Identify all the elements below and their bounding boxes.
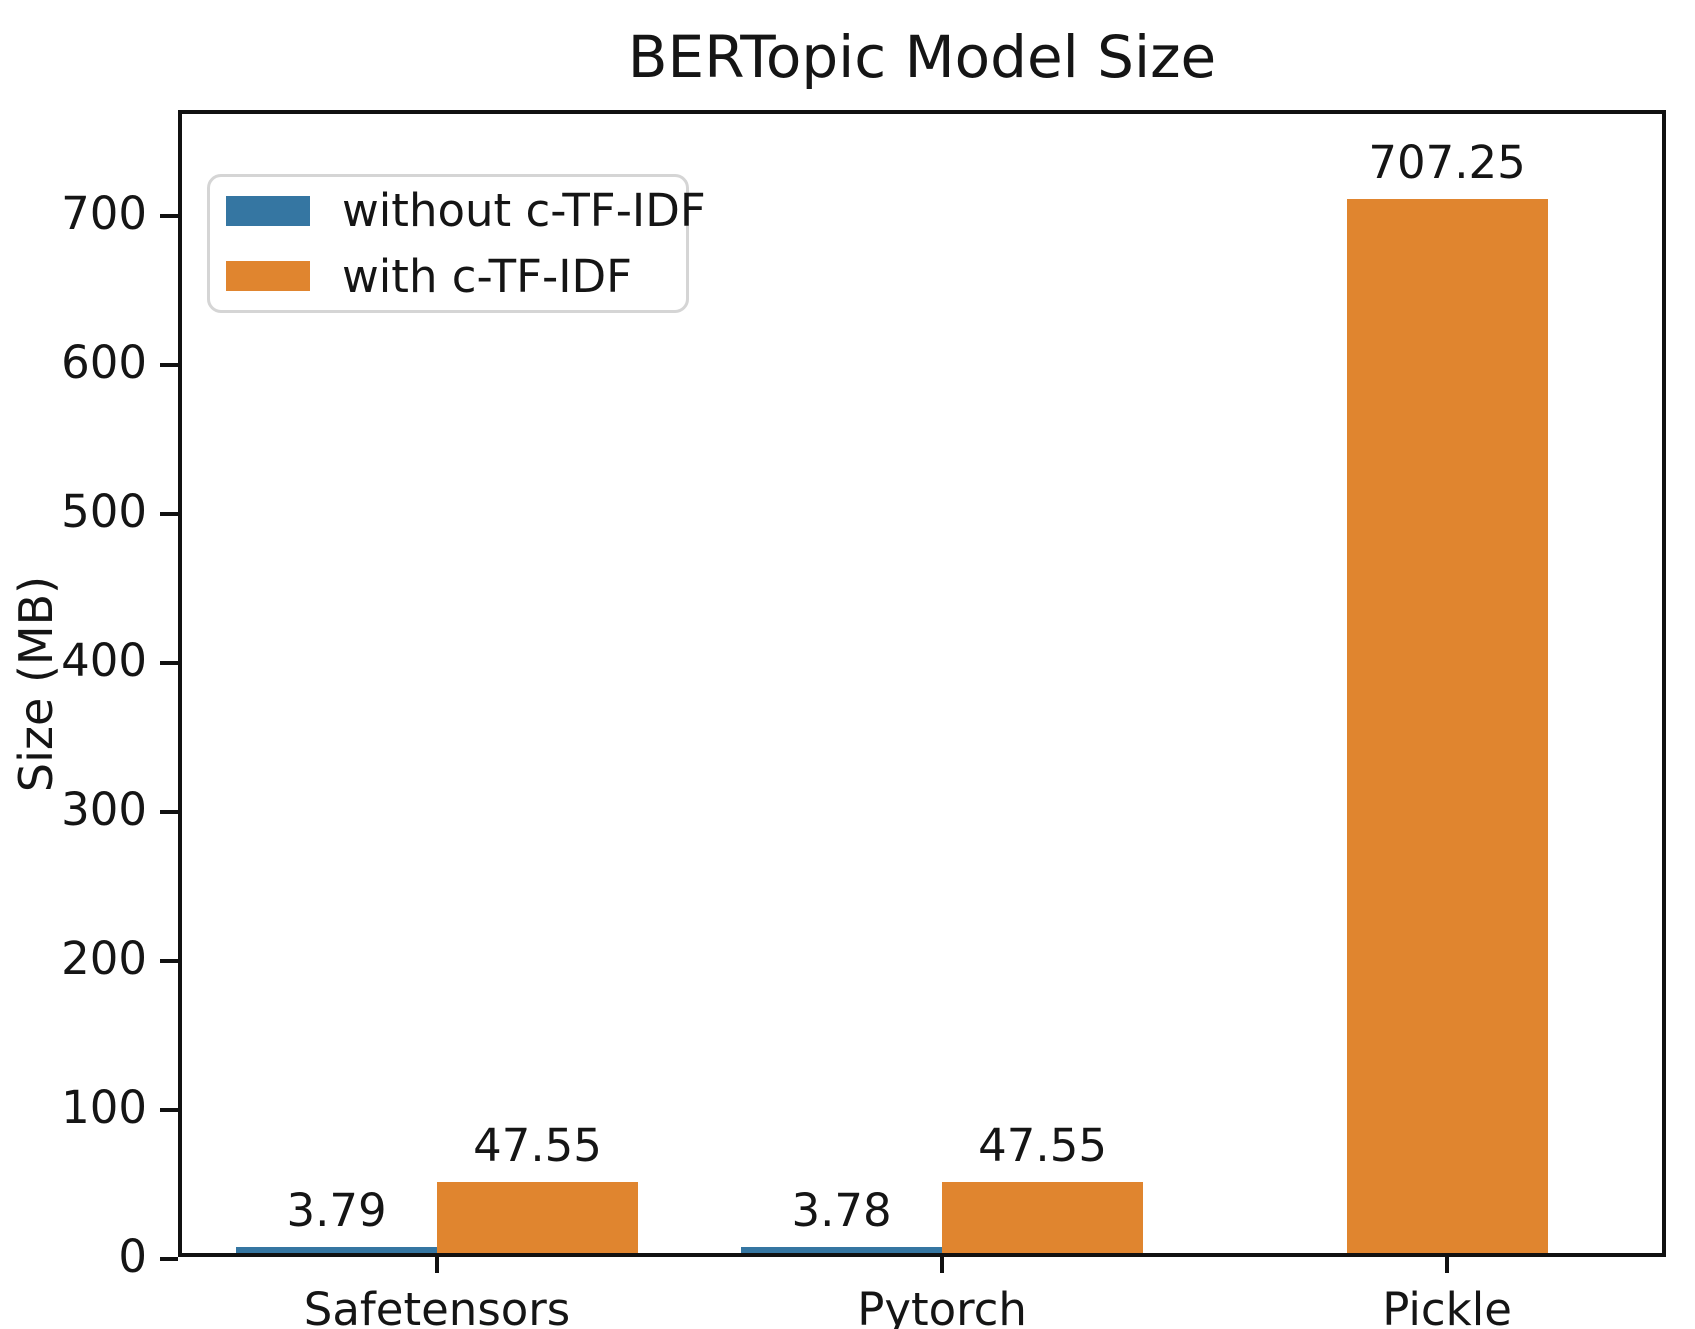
- y-tick-label-0: 0: [118, 1230, 147, 1283]
- y-tick-label-200: 200: [61, 932, 147, 986]
- value-label-pytorch-with-ctfidf: 47.55: [978, 1118, 1107, 1172]
- legend-item-with-ctfidf: with c-TF-IDF: [226, 249, 666, 303]
- bar-pytorch-without-ctfidf: [741, 1247, 943, 1253]
- y-tick-label-600: 600: [61, 336, 147, 390]
- y-tick-label-300: 300: [61, 783, 147, 837]
- y-tick-label-700: 700: [61, 187, 147, 241]
- bar-safetensors-with-ctfidf: [437, 1182, 639, 1253]
- x-tick-label-safetensors: Safetensors: [303, 1283, 571, 1329]
- y-tick-mark-200: [160, 959, 178, 964]
- y-tick-mark-300: [160, 810, 178, 815]
- x-tick-mark-pickle: [1445, 1257, 1450, 1273]
- legend: without c-TF-IDF with c-TF-IDF: [207, 174, 706, 313]
- value-label-safetensors-with-ctfidf: 47.55: [473, 1118, 602, 1172]
- y-tick-label-400: 400: [61, 634, 147, 688]
- chart-title: BERTopic Model Size: [627, 23, 1217, 91]
- legend-label-with-ctfidf: with c-TF-IDF: [342, 249, 633, 303]
- bar-pytorch-with-ctfidf: [942, 1182, 1144, 1253]
- value-label-safetensors-without-ctfidf: 3.79: [286, 1183, 387, 1237]
- y-tick-mark-600: [160, 363, 178, 368]
- y-tick-label-500: 500: [61, 485, 147, 539]
- legend-swatch-orange: [226, 261, 310, 292]
- x-tick-mark-safetensors: [435, 1257, 440, 1273]
- y-tick-mark-0: [160, 1257, 178, 1261]
- legend-swatch-blue: [226, 195, 310, 226]
- y-tick-mark-400: [160, 661, 178, 666]
- plot-area: 3.79 47.55 3.78 47.55 707.25 0 100 200 300 400 50…: [61, 110, 1666, 1329]
- y-tick-mark-700: [160, 214, 178, 219]
- legend-item-without-ctfidf: without c-TF-IDF: [226, 186, 706, 236]
- x-tick-label-pickle: Pickle: [1382, 1283, 1512, 1329]
- bar-pickle-with-ctfidf: [1346, 199, 1548, 1253]
- value-label-pickle-with-ctfidf: 707.25: [1368, 135, 1526, 189]
- y-tick-mark-100: [160, 1108, 178, 1113]
- x-tick-mark-pytorch: [940, 1257, 945, 1273]
- legend-label-without-ctfidf: without c-TF-IDF: [342, 184, 706, 237]
- value-label-pytorch-without-ctfidf: 3.78: [791, 1183, 892, 1237]
- y-tick-label-100: 100: [61, 1081, 147, 1135]
- bar-safetensors-without-ctfidf: [236, 1247, 438, 1253]
- y-tick-mark-500: [160, 512, 178, 517]
- x-tick-label-pytorch: Pytorch: [857, 1283, 1027, 1329]
